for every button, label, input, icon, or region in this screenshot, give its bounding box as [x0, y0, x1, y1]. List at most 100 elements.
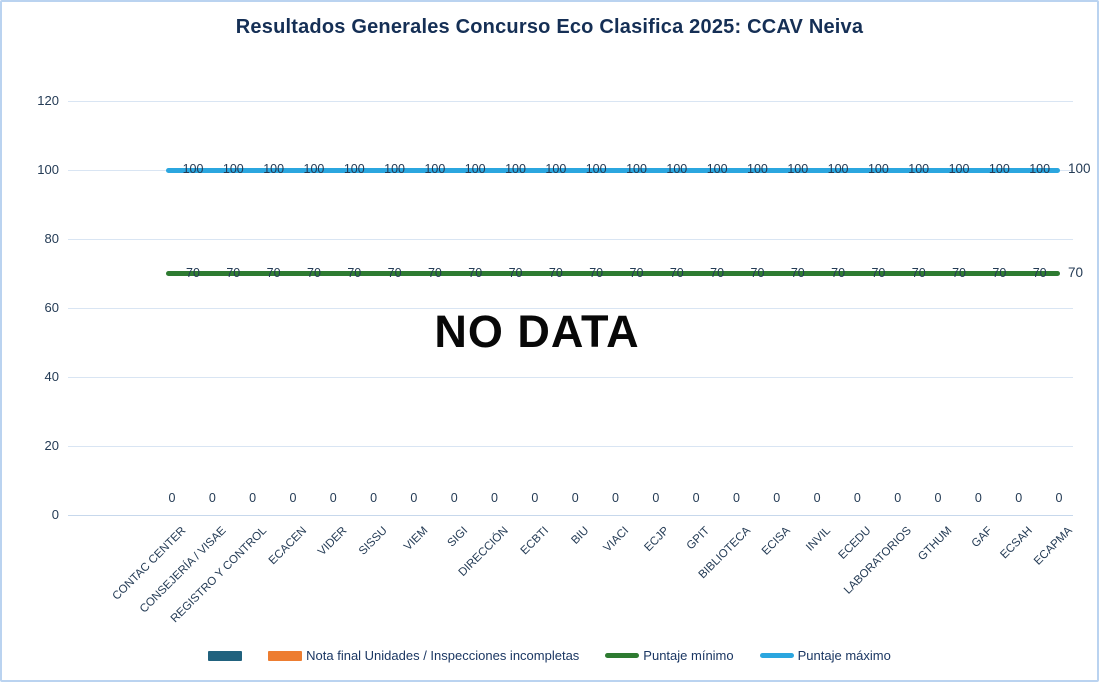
line-data-label: 100 — [263, 162, 285, 176]
x-axis-category-label-text: VIEM — [401, 524, 431, 554]
gridline — [68, 515, 1073, 516]
line-data-label: 100 — [988, 162, 1010, 176]
bar-data-label: 0 — [410, 491, 418, 505]
line-data-label: 100 — [787, 162, 809, 176]
legend-item — [208, 650, 243, 661]
y-axis-tick-label: 120 — [37, 93, 59, 108]
legend-label: Puntaje mínimo — [643, 648, 734, 663]
line-data-label: 100 — [585, 162, 607, 176]
y-axis-tick-label: 100 — [37, 162, 59, 177]
bar-data-label: 0 — [894, 491, 902, 505]
bar-data-label: 0 — [773, 491, 781, 505]
line-data-label: 100 — [948, 162, 970, 176]
x-axis-category-label-text: GPIT — [684, 524, 713, 553]
line-data-label: 100 — [747, 162, 768, 176]
bar-data-label: 0 — [934, 491, 942, 505]
no-data-annotation: NO DATA — [434, 306, 640, 357]
line-data-label: 70 — [347, 265, 362, 280]
line-data-label: 100 — [666, 162, 688, 176]
line-data-label: 100 — [626, 162, 647, 176]
line-data-label: 70 — [589, 265, 604, 280]
bar-data-label: 0 — [974, 491, 982, 505]
bar-data-label: 0 — [853, 491, 861, 505]
gridline — [68, 308, 1073, 309]
x-axis-category-label-text: CONTAC CENTER — [110, 524, 189, 603]
line-data-label: 70 — [186, 265, 200, 280]
x-axis-category-label-text: ECAPMA — [1032, 524, 1076, 568]
x-axis-category-label-text: ECSAH — [998, 524, 1035, 562]
x-axis-category-label-text: ECJP — [642, 524, 673, 555]
legend-line-swatch — [759, 653, 794, 658]
line-data-label: 70 — [468, 265, 483, 280]
line-data-label: 70 — [226, 265, 241, 280]
legend-line-swatch — [605, 653, 640, 658]
line-data-label: 100 — [545, 162, 567, 176]
bar-data-label: 0 — [491, 491, 498, 505]
line-data-label: 70 — [871, 265, 886, 280]
line-data-label: 70 — [266, 265, 281, 280]
gridline — [68, 101, 1073, 102]
bar-data-label: 0 — [289, 491, 297, 505]
x-axis-category-label-text: SISSU — [356, 524, 390, 558]
legend-item: Puntaje máximo — [759, 648, 891, 663]
line-data-label: 70 — [831, 265, 846, 280]
x-axis-category-label-text: BIU — [569, 524, 592, 547]
line-data-label: 100 — [384, 162, 405, 176]
y-axis-tick-label: 20 — [44, 438, 59, 453]
gridline — [68, 446, 1073, 447]
line-data-label: 70 — [1032, 265, 1047, 280]
x-axis-category-label-text: INVIL — [804, 524, 834, 554]
legend-bar-swatch — [268, 650, 303, 661]
line-data-label: 70 — [911, 265, 926, 280]
bar-data-label: 0 — [571, 491, 579, 505]
line-data-label: 100 — [222, 162, 244, 176]
line-data-label: 70 — [629, 265, 644, 280]
x-axis-category-label-text: SIGI — [445, 524, 471, 550]
line-data-label: 70 — [307, 265, 321, 280]
bar-data-label: 0 — [813, 491, 821, 505]
y-axis-tick-label: 0 — [51, 507, 59, 522]
bar-data-label: 0 — [1015, 491, 1023, 505]
bar-data-label: 0 — [1055, 491, 1063, 505]
chart-legend: Nota final Unidades / Inspecciones incom… — [2, 648, 1097, 663]
bar-data-label: 0 — [531, 491, 539, 505]
x-axis-category-label-text: GAF — [969, 524, 995, 550]
gridline — [68, 239, 1073, 240]
legend-label: Nota final Unidades / Inspecciones incom… — [306, 648, 580, 663]
y-axis-tick-label: 40 — [44, 369, 59, 384]
x-axis-category-label-text: VIDER — [316, 524, 350, 559]
line-data-label: 100 — [908, 162, 930, 176]
line-data-label: 100 — [343, 162, 365, 176]
x-axis-category-label-text: VIACI — [602, 524, 632, 555]
bar-data-label: 0 — [329, 491, 337, 505]
line-data-label: 70 — [387, 265, 402, 280]
line-data-label: 70 — [790, 265, 805, 280]
x-axis-category-label-text: ECBTI — [518, 524, 552, 558]
line-data-label: 70 — [548, 265, 563, 280]
line-data-label: 70 — [669, 265, 684, 280]
line-data-label: 100 — [303, 162, 325, 176]
x-axis-category-label-text: ECISA — [760, 524, 794, 558]
chart-title: Resultados Generales Concurso Eco Clasif… — [235, 16, 864, 38]
line-data-label: 100 — [706, 162, 728, 176]
line-data-label: 70 — [710, 265, 725, 280]
bar-data-label: 0 — [732, 491, 740, 505]
bar-data-label: 0 — [249, 491, 257, 505]
line-end-label: 70 — [1068, 264, 1084, 280]
bar-data-label: 0 — [692, 491, 700, 505]
line-data-label: 70 — [952, 265, 966, 280]
puntaje-maximo-line — [166, 167, 1060, 173]
bar-data-label: 0 — [370, 491, 378, 505]
line-data-label: 70 — [992, 265, 1007, 280]
line-data-label: 100 — [464, 162, 486, 176]
puntaje-minimo-line — [166, 271, 1060, 276]
gridline — [68, 377, 1073, 378]
legend-item: Puntaje mínimo — [605, 648, 734, 663]
x-axis-category-label-text: GTHUM — [915, 524, 955, 564]
y-axis-tick-label: 80 — [44, 231, 59, 246]
legend-item: Nota final Unidades / Inspecciones incom… — [268, 648, 579, 663]
bar-data-label: 0 — [612, 491, 619, 505]
x-axis-category-label-text: ECEDU — [836, 524, 874, 562]
line-data-label: 100 — [424, 162, 446, 176]
